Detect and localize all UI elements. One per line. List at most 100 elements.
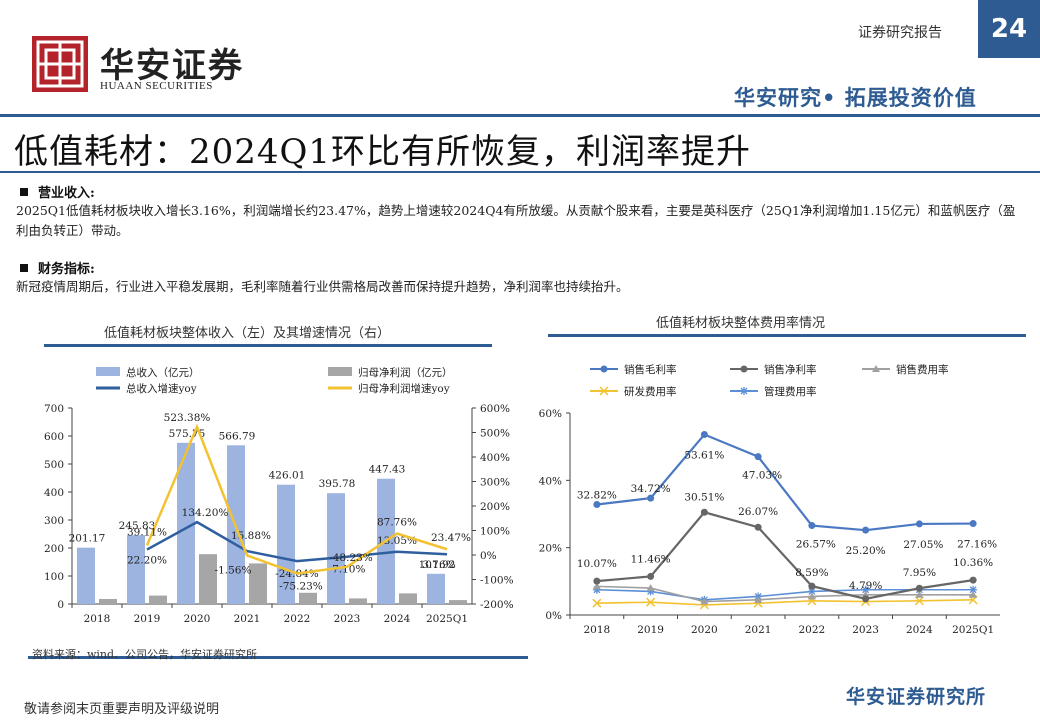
revenue-yoy-label: -7.10% [329,564,366,576]
legend-label-1: 归母净利润（亿元） [358,366,453,379]
series-point-1 [915,584,923,592]
revenue-yoy-label: 134.20% [182,507,229,519]
revenue-label: 201.17 [69,533,106,545]
series-point-2 [969,590,978,598]
revenue-label: 566.79 [219,430,256,442]
series-point-3 [914,596,924,606]
y2-tick-label: 0% [480,550,497,562]
x-tick-label: 2018 [584,624,611,636]
net-profit-bar [299,592,317,604]
y-tick-label: 700 [44,403,64,415]
revenue-yoy-label: 3.16% [422,559,455,571]
net-profit-yoy-label: 523.38% [164,412,211,424]
series-point-0 [808,522,816,530]
y2-tick-label: -200% [480,599,514,611]
page-title: 低值耗材：2024Q1环比有所恢复，利润率提升 [14,132,752,172]
y-tick-label: 500 [44,459,64,471]
y-tick-label: 600 [44,431,64,443]
y-tick-label: 20% [539,543,562,555]
series-point-2 [592,582,601,590]
source-note: 资料来源：wind、公司公告，华安证券研究所 [32,648,258,661]
header-divider [0,114,1040,117]
net-profit-yoy-label: 87.76% [377,516,417,528]
net-profit-bar [149,595,167,604]
series-point-1 [593,577,601,585]
chart-2-title-rule [548,334,1026,337]
revenue-chart: 总收入（亿元） 归母净利润（亿元） 总收入增速yoy 归母净利润增速yoy 0 100 20… [44,366,514,625]
y2-tick-label: 500% [480,428,510,440]
legend-label-2: 销售费用率 [896,363,949,376]
legend-marker-0 [600,365,608,373]
series-point-2 [700,597,709,605]
series-point-2 [646,584,655,592]
net-margin-label: 8.59% [795,567,828,579]
series-point-4 [807,587,816,596]
x-tick-label: 2024 [384,613,411,625]
huaan-seal-icon [32,36,88,92]
revenue-label: 107.92 [419,559,456,571]
bullet-square-icon [20,264,28,272]
bullet-square-icon [20,188,28,196]
footer-institute: 华安证券研究所 [846,686,987,708]
series-point-2 [807,592,816,600]
gross-margin-label: 47.03% [742,470,782,482]
y2-tick-label: 100% [480,526,510,538]
net-profit-yoy-label: -75.23% [279,580,323,592]
y2-tick-label: -100% [480,575,514,587]
chart-1-title-rule [44,344,492,347]
series-point-0 [647,494,655,502]
net-profit-bar [399,593,417,604]
legend-marker-4 [740,387,748,395]
series-line-2 [596,585,974,603]
revenue-bar [327,493,345,604]
legend-label-2: 总收入增速yoy [126,382,197,395]
series-point-1 [862,595,870,603]
legend-label-1: 销售净利率 [764,363,817,376]
gross-margin-label: 26.57% [796,539,836,551]
net-profit-yoy-label: 39.11% [127,526,167,538]
gross-margin-label: 25.20% [846,545,886,557]
series-point-2 [915,590,924,598]
series-point-0 [593,501,601,509]
net-profit-yoy-label: -48.23% [329,552,373,564]
gross-margin-label: 27.16% [957,539,997,551]
series-point-0 [700,431,708,439]
revenue-bar [177,442,195,604]
gross-margin-label: 27.05% [903,539,943,551]
net-margin-label: 11.46% [631,553,671,565]
net-margin-label: 10.36% [953,557,993,569]
x-tick-label: 2021 [745,624,772,636]
slogan: 华安研究• 拓展投资价值 [734,86,977,110]
legend-label-0: 销售毛利率 [624,363,677,376]
series-point-3 [592,598,602,608]
legend-marker-3 [599,386,609,396]
y-tick-label: 200 [44,543,64,555]
y-tick-label: 0% [545,610,562,622]
revenue-label: 426.01 [269,470,306,482]
series-point-2 [754,595,763,603]
series-point-0 [754,453,762,461]
section-financials: 财务指标: 新冠疫情周期后，行业进入平稳发展期，毛利率随着行业供需格局改善而保持… [16,258,1026,297]
y2-tick-label: 200% [480,501,510,513]
series-point-1 [969,576,977,584]
section-text: 新冠疫情周期后，行业进入平稳发展期，毛利率随着行业供需格局改善而保持提升趋势，净… [16,279,629,294]
net-margin-label: 26.07% [738,506,778,518]
brand-name-cn: 华安证券 [100,46,244,86]
series-point-4 [646,587,655,596]
gross-margin-label: 53.61% [684,450,724,462]
net-margin-label: 10.07% [577,558,617,570]
revenue-yoy-label: 13.05% [377,535,417,547]
y2-tick-label: 300% [480,477,510,489]
series-point-1 [647,572,655,580]
x-tick-label: 2019 [637,624,664,636]
revenue-bar [277,484,295,604]
revenue-label: 447.43 [369,464,406,476]
legend-marker-2 [872,365,880,372]
revenue-label: 245.83 [119,520,156,532]
x-tick-label: 2025Q1 [952,624,994,636]
y-tick-label: 60% [539,408,562,420]
series-point-4 [969,585,978,594]
y-tick-label: 0 [57,599,64,611]
y2-tick-label: 400% [480,452,510,464]
revenue-yoy-label: 22.20% [127,555,167,567]
